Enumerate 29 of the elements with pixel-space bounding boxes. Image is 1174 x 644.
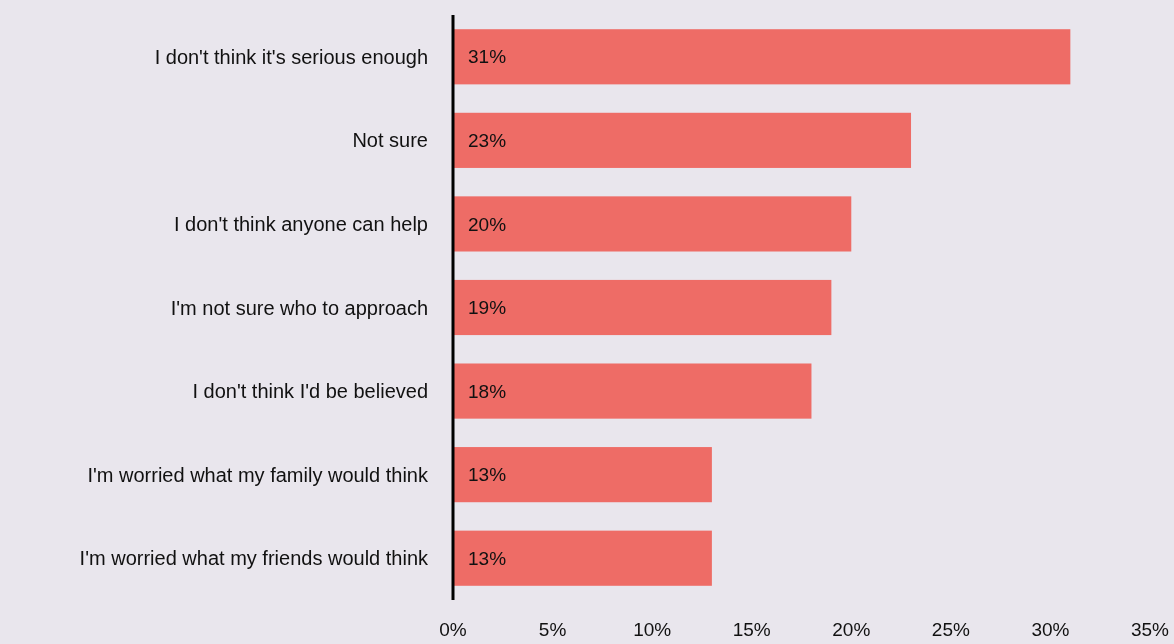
y-tick-label: Not sure: [352, 129, 428, 152]
data-label: 19%: [468, 297, 507, 319]
bar: [453, 363, 812, 419]
data-label: 31%: [468, 46, 507, 68]
x-tick-label: 30%: [1031, 619, 1070, 640]
data-label: 23%: [468, 130, 507, 152]
data-label: 18%: [468, 380, 507, 402]
x-tick-label: 5%: [538, 619, 567, 640]
y-tick-label: I don't think anyone can help: [173, 212, 428, 235]
x-tick-label: 10%: [633, 619, 672, 640]
y-tick-label: I don't think I'd be believed: [192, 380, 428, 403]
y-tick-label: I don't think it's serious enough: [154, 45, 428, 68]
x-tick-label: 15%: [732, 619, 771, 640]
data-label: 13%: [468, 547, 507, 569]
y-tick-label: I'm worried what my family would think: [87, 463, 429, 486]
data-label: 20%: [468, 213, 507, 235]
bar: [453, 279, 832, 336]
x-tick-label: 25%: [931, 619, 970, 640]
y-tick-label: I'm worried what my friends would think: [79, 547, 429, 570]
data-label: 13%: [468, 464, 507, 486]
bar: [453, 29, 1071, 85]
x-tick-label: 0%: [439, 619, 467, 640]
bar: [453, 196, 852, 252]
bar: [453, 447, 712, 503]
x-tick-label: 35%: [1130, 619, 1170, 640]
x-tick-label: 20%: [832, 619, 871, 640]
y-tick-label: I'm not sure who to approach: [170, 296, 428, 319]
bar: [453, 112, 912, 168]
bar: [453, 530, 712, 586]
